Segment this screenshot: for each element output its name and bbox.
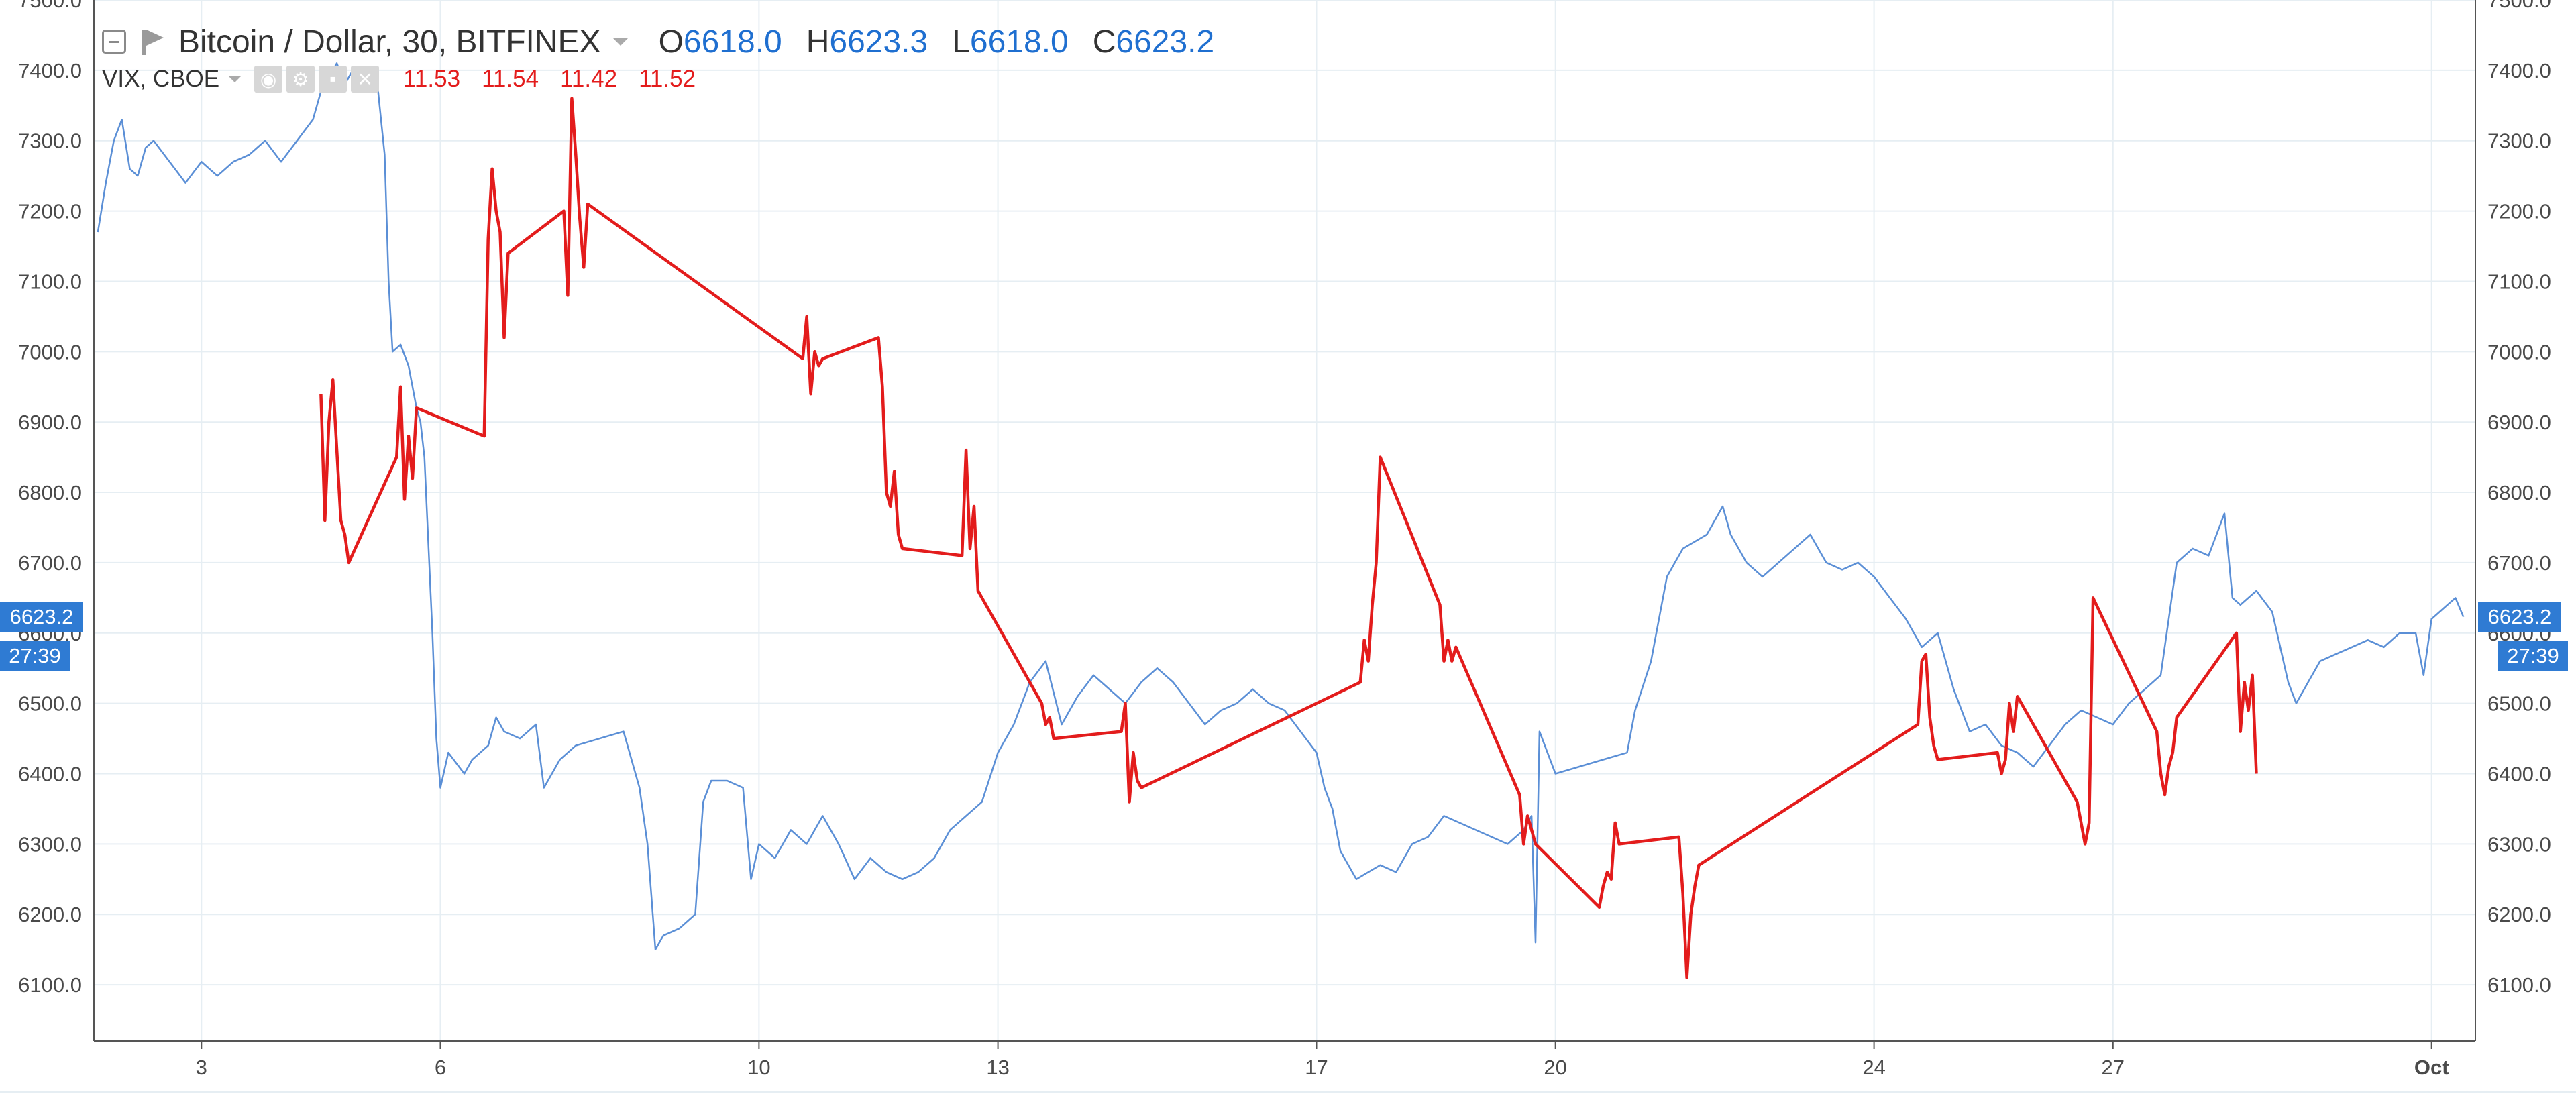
flag-icon[interactable] (141, 28, 164, 55)
eye-icon[interactable]: ◉ (254, 66, 283, 93)
y-tick-label-right: 7000.0 (2487, 340, 2551, 364)
settings-icon[interactable]: ⚙ (286, 66, 315, 93)
y-tick-label-right: 7300.0 (2487, 129, 2551, 153)
vix-dropdown-caret-icon[interactable] (229, 76, 241, 82)
price-tag-right: 6623.2 (2478, 602, 2561, 632)
y-tick-label-left: 6400.0 (18, 763, 82, 786)
y-tick-label-left: 6900.0 (18, 410, 82, 434)
dropdown-caret-icon[interactable] (612, 38, 628, 46)
y-tick-label-left: 6200.0 (18, 903, 82, 926)
y-tick-label-left: 7500.0 (18, 0, 82, 12)
countdown-tag-right: 27:39 (2498, 641, 2568, 671)
x-tick-label: 13 (986, 1056, 1009, 1079)
y-tick-label-right: 6100.0 (2487, 973, 2551, 997)
vix-legend: VIX, CBOE ◉ ⚙ ▪ ✕ 11.53 11.54 11.42 11.5… (102, 64, 1234, 94)
open-value: 6618.0 (683, 23, 782, 60)
vix-close-value: 11.52 (639, 66, 696, 92)
x-tick-label: 10 (747, 1056, 770, 1079)
y-tick-label-right: 6700.0 (2487, 551, 2551, 575)
countdown-tag-left: 27:39 (0, 641, 70, 671)
y-tick-label-right: 6200.0 (2487, 903, 2551, 926)
x-tick-label: 20 (1544, 1056, 1566, 1079)
grid-layer (94, 0, 2475, 1041)
y-tick-label-left: 6100.0 (18, 973, 82, 997)
y-tick-label-right: 6500.0 (2487, 692, 2551, 716)
y-tick-label-left: 7200.0 (18, 200, 82, 223)
y-tick-label-left: 7100.0 (18, 270, 82, 293)
open-label: O (658, 23, 684, 60)
x-tick-label: 3 (196, 1056, 207, 1079)
vix-tool-buttons: ◉ ⚙ ▪ ✕ (254, 66, 383, 93)
vix-title[interactable]: VIX, CBOE (102, 66, 220, 92)
close-icon[interactable]: ✕ (351, 66, 380, 93)
y-tick-label-right: 6400.0 (2487, 763, 2551, 786)
x-tick-label: 24 (1862, 1056, 1885, 1079)
chart-legend: Bitcoin / Dollar, 30, BITFINEX O 6618.0 … (102, 20, 1234, 94)
y-tick-label-right: 6900.0 (2487, 410, 2551, 434)
y-tick-label-left: 7400.0 (18, 59, 82, 82)
low-label: L (952, 23, 970, 60)
btc-price-line (97, 62, 2465, 950)
close-value: 6623.2 (1116, 23, 1215, 60)
vix-high-value: 11.54 (482, 66, 539, 92)
y-tick-label-left: 6500.0 (18, 692, 82, 716)
y-tick-label-left: 6700.0 (18, 551, 82, 575)
y-tick-label-right: 7100.0 (2487, 270, 2551, 293)
y-tick-label-right: 7500.0 (2487, 0, 2551, 12)
y-tick-label-right: 7400.0 (2487, 59, 2551, 82)
y-tick-label-left: 7000.0 (18, 340, 82, 364)
x-tick-label: Oct (2414, 1056, 2449, 1079)
low-value: 6618.0 (969, 23, 1069, 60)
x-tick-label: 27 (2102, 1056, 2125, 1079)
vix-low-value: 11.42 (560, 66, 618, 92)
y-tick-label-left: 7300.0 (18, 129, 82, 153)
close-label: C (1092, 23, 1116, 60)
main-series-legend: Bitcoin / Dollar, 30, BITFINEX O 6618.0 … (102, 20, 1234, 63)
high-label: H (806, 23, 830, 60)
vix-open-value: 11.53 (403, 66, 461, 92)
x-tick-label: 17 (1305, 1056, 1328, 1079)
y-tick-label-right: 7200.0 (2487, 200, 2551, 223)
y-tick-label-right: 6300.0 (2487, 832, 2551, 856)
price-tag-left: 6623.2 (0, 602, 83, 632)
more-icon[interactable]: ▪ (319, 66, 347, 93)
y-tick-label-right: 6800.0 (2487, 481, 2551, 504)
collapse-icon[interactable] (102, 30, 126, 54)
symbol-title[interactable]: Bitcoin / Dollar, 30, BITFINEX (178, 23, 601, 60)
y-tick-label-left: 6800.0 (18, 481, 82, 504)
series-layer (97, 62, 2465, 979)
y-tick-label-left: 6300.0 (18, 832, 82, 856)
vix-line (319, 97, 2258, 979)
x-tick-label: 6 (435, 1056, 446, 1079)
high-value: 6623.3 (829, 23, 928, 60)
